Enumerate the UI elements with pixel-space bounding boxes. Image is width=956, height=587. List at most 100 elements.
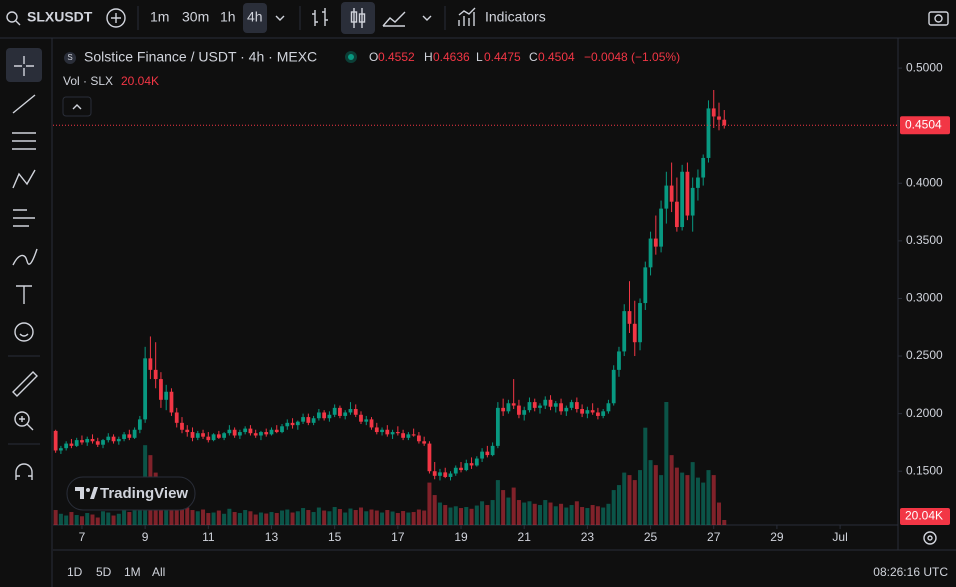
watermark-logo [86,488,90,492]
candle-body [617,351,621,370]
candle-body [638,303,642,343]
candle-body [195,433,200,438]
candle-body [685,171,690,216]
candle-body [632,323,637,343]
interval[interactable]: 1m [150,9,169,25]
watermark-logo [75,487,84,499]
candle-body [648,238,653,268]
volume-bar [590,505,595,525]
candle-body [543,399,548,406]
volume-bar [522,502,527,525]
volume-bar [553,506,558,525]
legend-high: 0.4636 [433,50,470,64]
forecast-tool[interactable] [13,209,35,227]
volume-bar [416,509,421,525]
volume-bar [79,516,84,525]
candle-body [132,429,137,438]
active-style-bg [341,2,375,34]
volume-bar [211,512,216,525]
snapshot-lens [934,14,943,23]
candle-body [401,433,406,438]
interval[interactable]: 4h [247,9,263,25]
pattern-tool[interactable] [12,169,36,189]
symbol[interactable]: SLXUSDT [27,9,93,25]
volume-bar [106,512,111,525]
volume-bar [680,472,685,525]
volume-bar [374,510,379,525]
y-tick-label: 0.1500 [906,463,943,477]
emoji-tool[interactable] [14,322,34,342]
area-style[interactable] [382,11,406,27]
volume-bar [253,514,258,525]
search-icon[interactable] [6,11,18,23]
interval-menu[interactable] [275,15,285,21]
candle-body [274,429,279,433]
interval[interactable]: 1h [220,9,236,25]
ruler-tool[interactable] [12,371,38,397]
candle-body [227,429,232,434]
volume-bar [295,511,300,525]
candle-body [269,429,274,435]
bars-style[interactable] [312,8,328,26]
volume-bar [559,503,564,525]
brush-tool[interactable] [12,248,38,266]
volume-bar [243,510,248,525]
volume-bar [469,508,474,525]
volume-bar [322,510,327,525]
plot [53,89,898,525]
volume-bar [490,500,495,525]
candle-body [680,171,685,228]
indicators-icon[interactable] [458,7,476,26]
candle-body [611,369,616,404]
candle-body [369,419,374,428]
range-button[interactable]: 5D [96,565,112,579]
volume-bar [453,506,458,525]
snapshot[interactable] [928,11,949,26]
range-button[interactable]: 1M [124,565,141,579]
range-button[interactable]: 1D [67,565,83,579]
trend-line-tool[interactable] [12,94,36,114]
text-tool[interactable] [16,285,32,304]
axis-settings[interactable] [923,531,937,545]
volume-bar [701,482,706,525]
candles-style-body [350,11,358,23]
volume-bar [537,505,542,525]
volume-bar [648,460,653,525]
volume-bar [116,513,121,525]
collapse-legend-arrow [72,104,82,110]
volume-bar [227,508,232,525]
candle-body [180,422,184,430]
magnet-tool[interactable] [15,463,33,480]
volume-bar [385,510,390,525]
candle-body [264,432,269,435]
collapse-legend[interactable] [62,96,92,117]
volume-title: Vol · SLX [63,74,113,88]
candle-body [406,434,411,438]
interval[interactable]: 30m [182,9,209,25]
indicators-button[interactable]: Indicators [485,9,546,25]
candle-body [674,201,679,228]
volume-bar [174,497,179,525]
crosshair-tool[interactable] [14,56,34,76]
volume-bar [122,510,127,525]
x-tick-label: 7 [79,530,86,544]
volume-bar [264,513,269,525]
watermark-text: TradingView [100,485,188,502]
candle-body [280,426,284,433]
candle-body [95,441,100,445]
candle-body [259,432,263,436]
volume-bar [127,512,132,525]
candle-body [522,410,527,415]
candle-body [690,187,695,216]
candle-body [517,405,521,415]
candle-body [332,407,337,415]
candle-body [532,402,537,408]
candle-body [222,433,227,438]
fib-tool[interactable] [12,132,36,150]
add-symbol[interactable] [106,8,126,28]
zoom-tool[interactable] [14,411,30,427]
style-menu[interactable] [422,15,432,21]
range-button[interactable]: All [152,565,165,579]
candle-body [643,267,648,304]
candle-body [301,417,305,422]
